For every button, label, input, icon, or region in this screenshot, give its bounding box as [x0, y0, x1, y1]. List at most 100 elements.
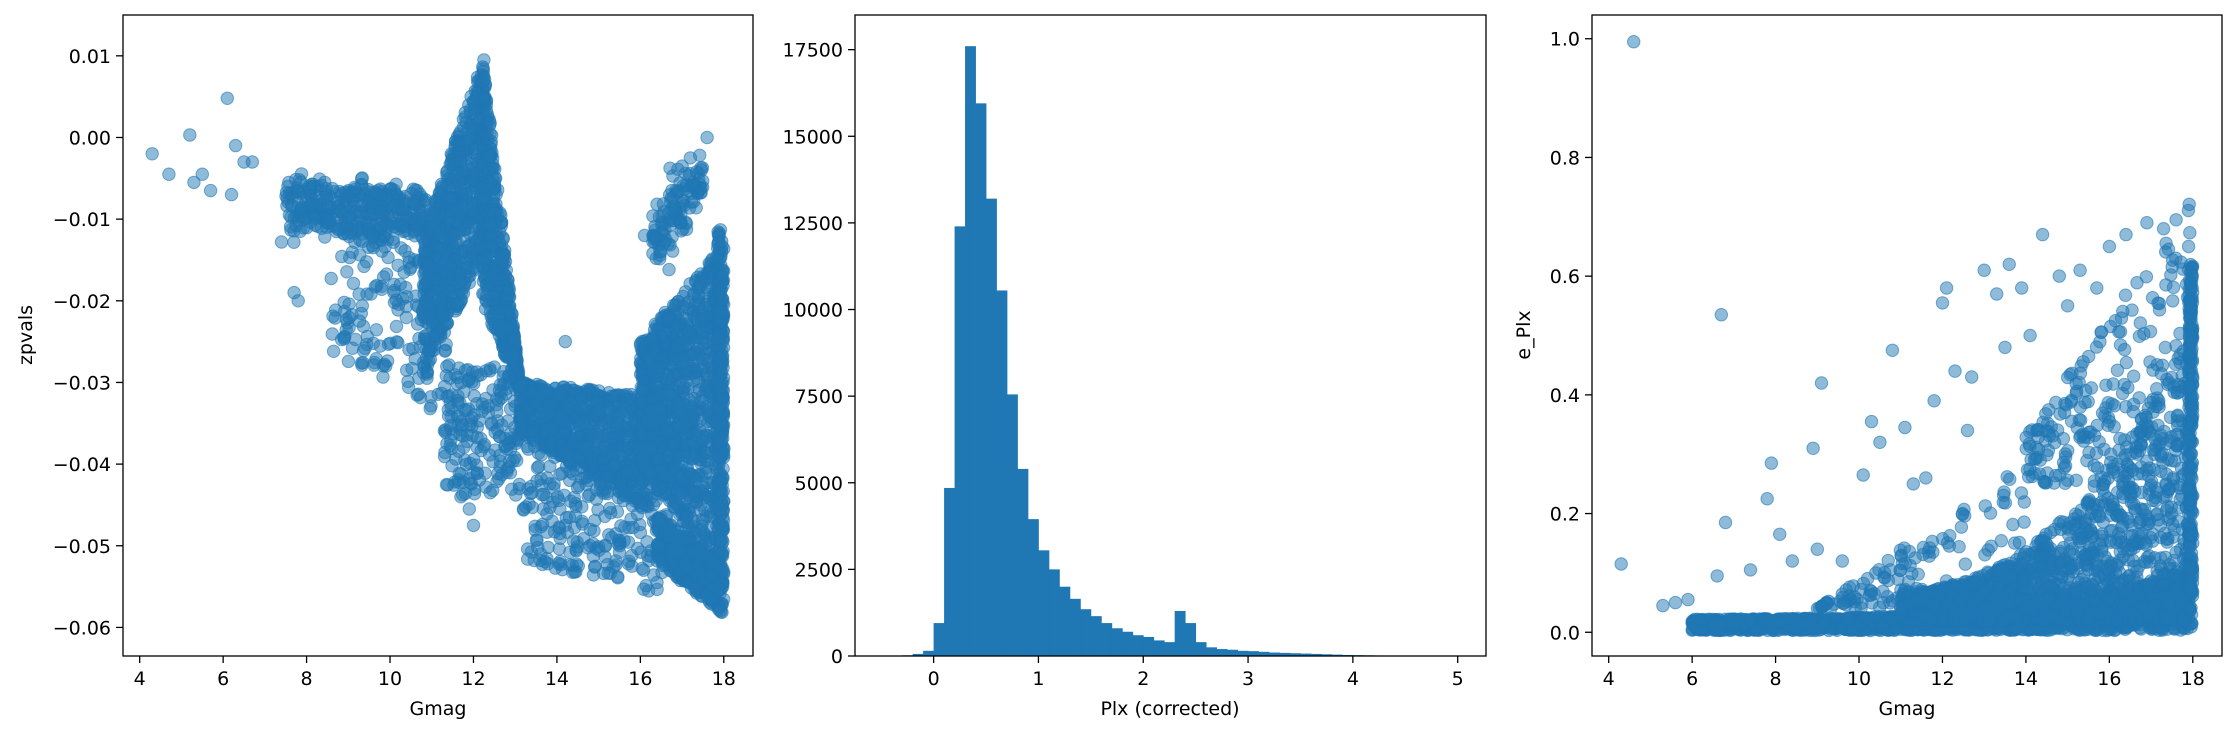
- scatter-point: [550, 490, 565, 504]
- scatter-point: [664, 545, 679, 559]
- scatter-point: [384, 182, 398, 196]
- scatter-point: [658, 222, 672, 237]
- scatter-point: [637, 582, 651, 596]
- x-tick-label: 10: [378, 668, 402, 690]
- scatter-point: [341, 354, 356, 369]
- y-tick-label: 0.00: [69, 127, 111, 149]
- scatter-point: [400, 363, 414, 377]
- scatter-point: [691, 288, 706, 302]
- scatter-point: [458, 363, 473, 378]
- scatter-point: [345, 341, 360, 355]
- scatter-point: [426, 206, 441, 220]
- scatter-point: [583, 522, 597, 537]
- histogram-bar: [1206, 647, 1218, 656]
- scatter-point: [475, 240, 489, 255]
- histogram-bar: [1048, 569, 1060, 656]
- histogram-bar: [1080, 609, 1092, 656]
- scatter-point: [711, 559, 726, 574]
- scatter-point: [595, 417, 609, 431]
- scatter-point: [540, 551, 554, 566]
- scatter-point: [477, 72, 492, 86]
- scatter-point: [483, 217, 498, 231]
- y-tick-label: 0.01: [69, 46, 111, 68]
- scatter-point: [500, 321, 514, 335]
- scatter-point: [445, 205, 459, 219]
- scatter-point: [492, 307, 506, 321]
- scatter-point: [145, 147, 159, 161]
- scatter-point: [428, 221, 442, 236]
- histogram-bar: [1195, 642, 1207, 656]
- y-tick-label: 0: [831, 646, 843, 668]
- scatter-point: [329, 224, 344, 239]
- scatter-point: [530, 461, 545, 475]
- scatter-point: [195, 167, 210, 181]
- scatter-point: [683, 151, 698, 165]
- scatter-point: [535, 385, 550, 399]
- scatter-point: [352, 314, 367, 328]
- x-tick-label: 6: [217, 668, 229, 690]
- scatter-point: [534, 448, 549, 462]
- scatter-point: [713, 314, 727, 329]
- scatter-point: [386, 235, 401, 249]
- scatter-point: [482, 115, 497, 129]
- scatter-point: [356, 356, 370, 370]
- y-tick-label: 15000: [783, 126, 843, 148]
- scatter-point: [440, 177, 454, 192]
- scatter-point: [453, 124, 468, 139]
- scatter-point: [439, 477, 454, 492]
- scatter-point: [484, 176, 498, 191]
- scatter-point: [674, 353, 689, 367]
- scatter-point: [422, 344, 436, 358]
- scatter-point: [690, 371, 704, 385]
- scatter-point: [324, 271, 338, 286]
- scatter-point: [662, 262, 676, 277]
- scatter-point: [494, 208, 508, 222]
- scatter-point: [411, 387, 426, 401]
- y-tick-label: −0.06: [53, 617, 111, 639]
- x-tick-label: 4: [134, 668, 146, 690]
- scatter-point: [694, 267, 708, 281]
- scatter-point: [712, 475, 727, 489]
- scatter-point: [502, 283, 516, 297]
- scatter-point: [347, 180, 362, 195]
- y-tick-label: 7500: [795, 386, 843, 408]
- scatter-point: [712, 230, 726, 244]
- histogram-bar: [1216, 649, 1228, 656]
- histogram-bar: [1237, 650, 1249, 656]
- scatter-point: [715, 365, 729, 380]
- scatter-point: [433, 242, 448, 256]
- scatter-point: [608, 458, 622, 472]
- scatter-point: [576, 416, 591, 430]
- scatter-point: [328, 311, 342, 325]
- scatter-point: [634, 336, 648, 350]
- scatter-point: [683, 201, 697, 215]
- scatter-point: [516, 502, 531, 516]
- scatter-point: [488, 162, 502, 176]
- scatter-point: [714, 433, 728, 447]
- y-tick-label: −0.01: [53, 209, 111, 231]
- scatter-point: [426, 316, 440, 330]
- scatter-point: [677, 381, 691, 395]
- histogram-bar: [1185, 623, 1197, 656]
- scatter-point: [245, 155, 260, 169]
- scatter-point: [584, 452, 599, 467]
- histogram-bar: [1164, 642, 1176, 656]
- histogram-bar: [986, 198, 997, 656]
- x-tick-label: 18: [712, 668, 736, 690]
- scatter-point: [651, 514, 666, 529]
- scatter-point: [334, 204, 348, 218]
- scatter-point: [671, 525, 685, 539]
- scatter-point: [224, 187, 239, 202]
- scatter-point: [686, 545, 701, 559]
- scatter-point: [513, 379, 528, 393]
- scatter-point: [653, 552, 667, 566]
- scatter-point: [366, 336, 380, 350]
- scatter-point: [629, 492, 644, 506]
- scatter-point: [548, 561, 563, 575]
- scatter-point: [287, 235, 301, 249]
- scatter-point: [291, 294, 305, 308]
- scatter-point: [294, 200, 308, 214]
- scatter-point: [650, 575, 664, 590]
- scatter-point: [558, 334, 572, 349]
- zpvals-scatter-panel: 4 6 8 10 12 14 16 18 −0.06−0.05−0.04−0.03−0.02−…: [15, 14, 754, 720]
